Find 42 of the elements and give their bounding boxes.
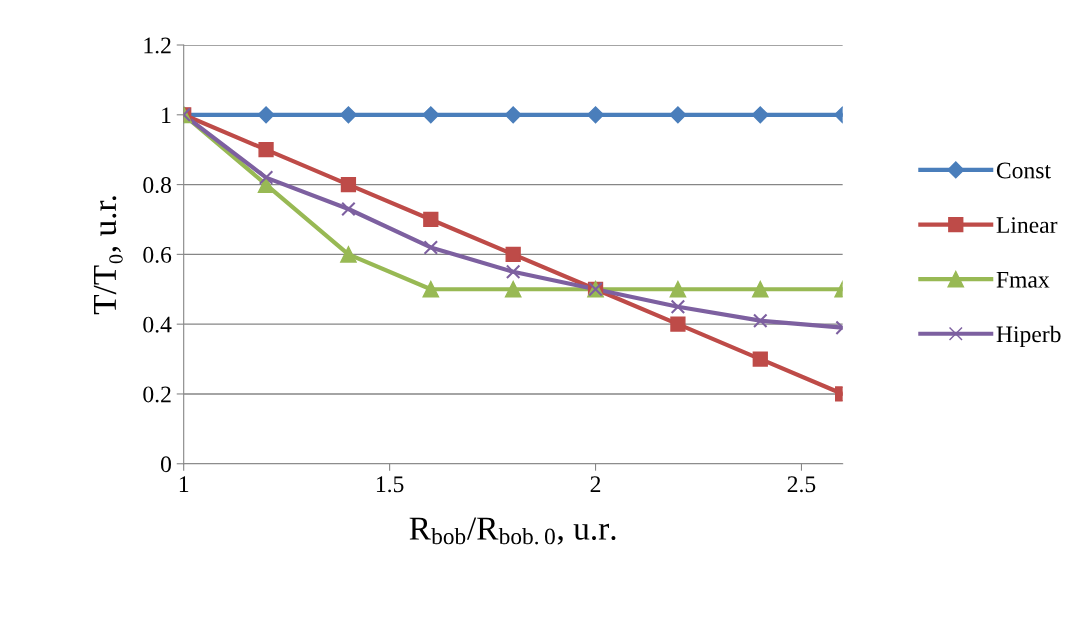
x-tick-label: 2.5	[787, 476, 816, 493]
point	[751, 280, 769, 298]
legend-label: Const	[996, 162, 1051, 179]
point	[752, 351, 768, 367]
y-tick-label: 1	[162, 107, 171, 123]
point	[670, 299, 686, 315]
point	[504, 280, 522, 298]
point	[339, 106, 357, 124]
x-tick-label: 2	[590, 476, 601, 492]
point	[422, 280, 440, 298]
x-tick-label: 1.5	[376, 476, 404, 493]
legend-label: Hiperb	[996, 325, 1061, 348]
legend-label: Fmax	[996, 271, 1050, 288]
point	[505, 246, 521, 263]
point	[422, 106, 440, 124]
point	[423, 211, 439, 228]
point	[752, 313, 768, 328]
y-tick-label: 0.8	[143, 177, 171, 194]
y-tick-label: 0	[160, 456, 171, 473]
point	[751, 106, 769, 124]
point	[258, 142, 274, 158]
point	[586, 106, 605, 124]
x-axis-title: R$_{bob}$/R$_{bob.0}$, u.r.	[409, 517, 616, 545]
point	[423, 240, 439, 255]
y-tick-label: 1.2	[144, 37, 171, 54]
point	[257, 106, 275, 124]
legend-label: Linear	[996, 217, 1058, 234]
point	[340, 246, 357, 263]
y-axis-title: T/T₀, u.r.	[93, 196, 123, 315]
point	[258, 170, 274, 185]
point	[504, 106, 522, 124]
y-tick-label: 0.2	[143, 386, 171, 403]
point	[341, 201, 356, 217]
point	[669, 106, 687, 124]
point	[669, 280, 687, 298]
point	[340, 176, 357, 193]
point	[257, 176, 275, 193]
y-tick-label: 0.4	[143, 316, 172, 333]
x-tick-label: 1	[179, 476, 189, 492]
point	[505, 264, 521, 280]
y-tick-label: 0.6	[143, 246, 172, 263]
point	[670, 316, 686, 332]
